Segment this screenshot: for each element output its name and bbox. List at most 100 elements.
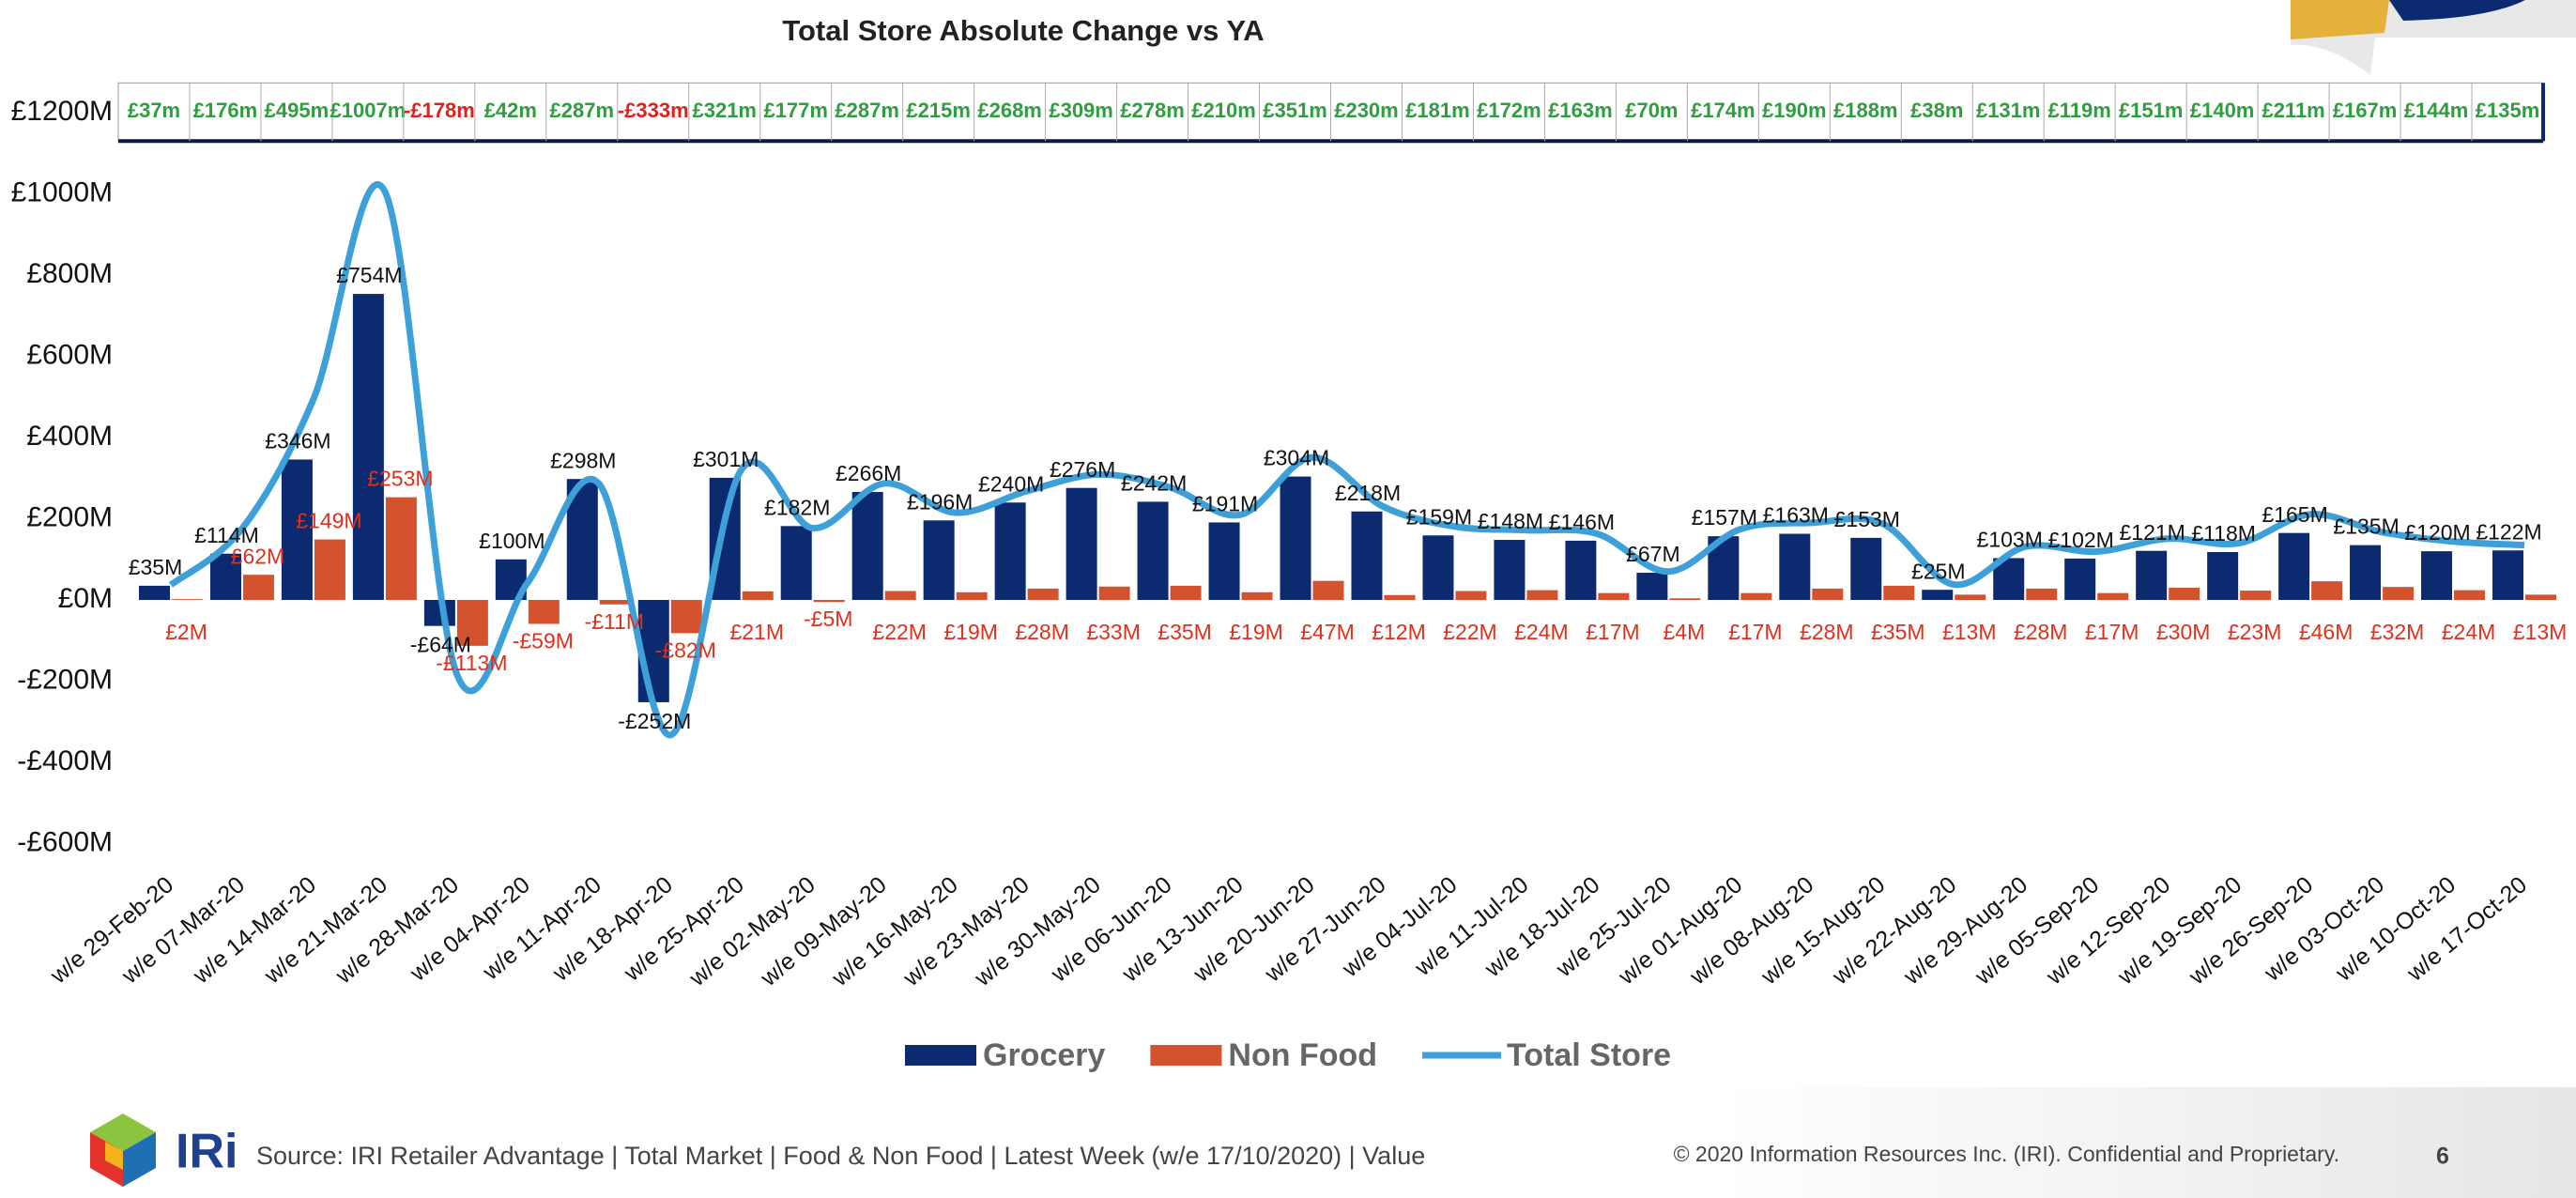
logo-text: IRi — [176, 1125, 238, 1179]
x-tick-label: w/e 10-Oct-20 — [2330, 871, 2461, 987]
total-row-label: £151m — [2119, 99, 2184, 122]
value-label: -£11M — [585, 609, 645, 634]
total-row-label: -£178m — [404, 99, 475, 122]
bar — [2454, 590, 2486, 600]
value-label: £28M — [1015, 620, 1069, 644]
value-label: £242M — [1121, 470, 1187, 495]
bar — [2350, 545, 2382, 600]
value-label: -£252M — [618, 709, 691, 733]
value-label: £47M — [1300, 620, 1355, 644]
x-tick-label: w/e 07-Mar-20 — [116, 871, 250, 990]
x-tick-label: w/e 03-Oct-20 — [2259, 871, 2389, 987]
legend-swatch — [905, 1045, 976, 1066]
value-label: £754M — [336, 263, 402, 287]
copyright: © 2020 Information Resources Inc. (IRI).… — [1674, 1142, 2339, 1166]
value-label: £19M — [943, 620, 998, 644]
value-label: £22M — [872, 620, 927, 644]
value-label: £121M — [2119, 520, 2185, 545]
total-row-label: £278m — [1120, 99, 1185, 122]
value-label: £163M — [1763, 503, 1829, 528]
bar — [1137, 501, 1169, 600]
bar — [1526, 590, 1558, 600]
x-tick-label: w/e 19-Sep-20 — [2112, 871, 2246, 991]
x-tick-label: w/e 14-Mar-20 — [188, 871, 321, 990]
x-tick-label: w/e 09-May-20 — [755, 871, 891, 991]
x-tick-label: w/e 15-Aug-20 — [1756, 871, 1890, 991]
bar — [314, 539, 345, 600]
x-tick-label: w/e 22-Aug-20 — [1827, 871, 1961, 991]
value-label: £23M — [2228, 620, 2282, 644]
value-label: £276M — [1050, 457, 1115, 482]
value-label: £120M — [2404, 520, 2470, 545]
x-tick-label: w/e 28-Mar-20 — [330, 871, 464, 990]
value-label: £19M — [1229, 620, 1283, 644]
bar — [1384, 594, 1416, 600]
value-label: £33M — [1086, 620, 1141, 644]
x-tick-label: w/e 16-May-20 — [826, 871, 962, 991]
bar — [1955, 594, 1986, 600]
bar — [2492, 550, 2524, 600]
bar — [2383, 587, 2415, 600]
bar — [2136, 550, 2168, 600]
bar — [1669, 598, 1701, 600]
x-tick-label: w/e 23-May-20 — [897, 871, 1034, 991]
y-tick-label: £0M — [58, 583, 113, 614]
value-label: £122M — [2476, 519, 2541, 544]
legend-swatch — [1150, 1045, 1222, 1066]
total-row-label: £70m — [1625, 99, 1678, 122]
value-label: £30M — [2156, 620, 2211, 644]
total-row-label: -£333m — [618, 99, 689, 122]
value-label: £159M — [1406, 504, 1472, 529]
y-tick-label: £600M — [26, 340, 113, 371]
total-row-label: £287m — [835, 99, 899, 122]
total-row-label: £119m — [2048, 99, 2111, 122]
bar — [2026, 588, 2058, 600]
value-label: £21M — [729, 620, 784, 644]
bar — [2278, 532, 2310, 600]
value-label: £253M — [367, 467, 433, 491]
total-row-label: £144m — [2404, 99, 2469, 122]
value-label: £182M — [764, 495, 830, 519]
value-label: £67M — [1626, 542, 1680, 566]
value-label: £17M — [2085, 620, 2139, 644]
bar — [1812, 588, 1844, 600]
value-label: £17M — [1728, 620, 1783, 644]
y-tick-label: £1200M — [11, 96, 113, 127]
bar — [1850, 537, 1882, 600]
total-row-label: £131m — [1976, 99, 2041, 122]
bar — [456, 600, 488, 646]
value-label: £46M — [2299, 620, 2354, 644]
bar — [2064, 558, 2096, 600]
total-row-label: £135m — [2476, 99, 2540, 122]
bar — [1494, 540, 1526, 600]
bar — [2207, 551, 2239, 600]
value-label: £32M — [2370, 620, 2425, 644]
total-row-label: £190m — [1762, 99, 1827, 122]
bar — [1208, 522, 1240, 600]
x-tick-label: w/e 05-Sep-20 — [1970, 871, 2104, 991]
x-tick-label: w/e 13-Jun-20 — [1117, 871, 1249, 988]
total-row-label: £167m — [2333, 99, 2398, 122]
value-label: £118M — [2191, 521, 2256, 545]
x-tick-label: w/e 08-Aug-20 — [1684, 871, 1818, 991]
value-label: £146M — [1549, 510, 1615, 534]
bar — [171, 599, 203, 600]
value-label: £114M — [194, 523, 259, 547]
bar — [1280, 476, 1311, 600]
x-tick-label: w/e 12-Sep-20 — [2041, 871, 2175, 991]
value-label: £301M — [693, 447, 759, 471]
bar — [1598, 592, 1630, 600]
total-row-label: £177m — [763, 99, 828, 122]
bar — [138, 585, 170, 600]
x-tick-label: w/e 17-Oct-20 — [2401, 871, 2532, 987]
bar — [884, 591, 916, 600]
value-label: £346M — [265, 429, 330, 453]
total-row-label: £210m — [1191, 99, 1256, 122]
logo-mark — [90, 1114, 156, 1187]
value-label: -£113M — [436, 651, 507, 675]
value-label: £153M — [1834, 507, 1900, 531]
legend-label: Total Store — [1507, 1037, 1671, 1073]
bar — [1636, 573, 1668, 600]
value-label: £149M — [296, 509, 361, 533]
bar — [209, 553, 241, 600]
